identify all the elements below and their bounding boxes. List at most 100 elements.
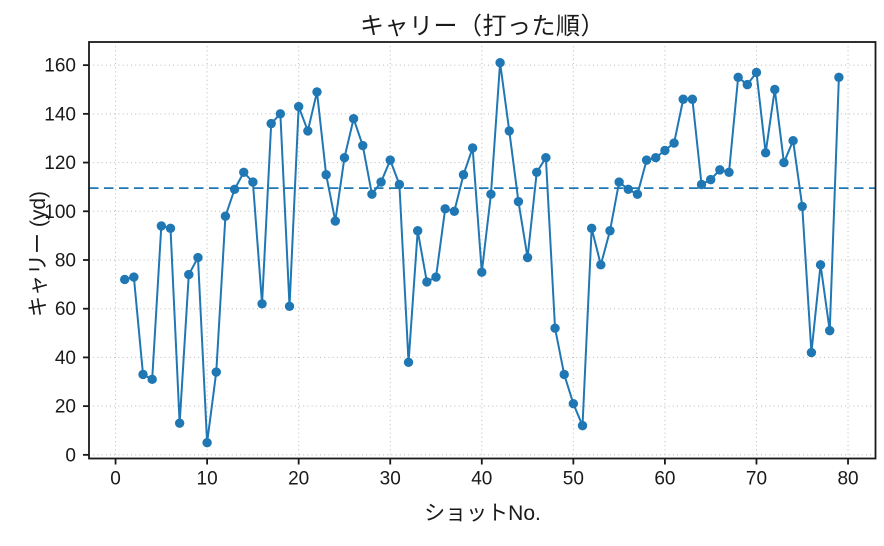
x-tick-label: 80: [837, 469, 858, 490]
data-point-marker: [275, 109, 286, 119]
data-point-marker: [605, 226, 615, 236]
data-point-marker: [394, 179, 405, 190]
data-point-marker: [669, 138, 679, 148]
data-point-marker: [458, 170, 469, 180]
data-point-marker: [751, 67, 762, 78]
y-tick-label: 100: [44, 202, 76, 223]
y-tick-label: 120: [44, 153, 76, 174]
data-point-marker: [513, 196, 524, 207]
x-tick-label: 20: [288, 469, 309, 490]
data-point-marker: [440, 204, 450, 214]
data-point-marker: [614, 177, 624, 187]
x-tick-label: 60: [654, 469, 675, 490]
data-point-marker: [367, 189, 377, 199]
x-tick-label: 0: [110, 469, 121, 490]
y-tick-label: 40: [55, 348, 76, 369]
data-point-marker: [239, 167, 249, 178]
data-point-marker: [467, 143, 478, 153]
y-tick-label: 0: [65, 445, 76, 466]
data-point-marker: [193, 252, 203, 263]
data-point-marker: [174, 418, 185, 428]
data-point-marker: [550, 323, 560, 333]
data-point-marker: [486, 189, 496, 199]
data-point-marker: [742, 79, 753, 90]
data-point-marker: [687, 94, 698, 104]
data-point-marker: [760, 148, 771, 158]
data-point-marker: [495, 58, 505, 68]
data-point-marker: [284, 301, 295, 311]
data-point-marker: [541, 152, 551, 163]
data-point-marker: [431, 272, 441, 282]
data-point-marker: [715, 165, 725, 175]
y-tick-label: 20: [55, 397, 76, 418]
y-axis-label: キャリー (yd): [27, 191, 50, 317]
data-point-marker: [293, 101, 304, 112]
data-point-marker: [330, 216, 340, 226]
data-point-marker: [385, 155, 395, 165]
data-point-marker: [568, 399, 579, 409]
data-point-marker: [825, 325, 835, 336]
data-point-marker: [834, 72, 844, 83]
data-point-marker: [449, 206, 460, 216]
y-tick-label: 160: [44, 56, 76, 77]
x-tick-label: 30: [380, 469, 401, 490]
x-tick-label: 40: [471, 469, 492, 490]
data-point-marker: [303, 126, 313, 136]
data-point-marker: [321, 170, 331, 180]
data-point-marker: [788, 135, 798, 146]
data-point-marker: [797, 201, 807, 212]
data-point-marker: [184, 269, 194, 280]
y-tick-label: 80: [55, 250, 76, 271]
data-point-marker: [312, 87, 322, 97]
axes-spines: [88, 41, 877, 460]
data-point-marker: [257, 299, 267, 309]
data-point-marker: [770, 84, 780, 95]
data-point-marker: [348, 114, 359, 124]
data-point-marker: [266, 118, 276, 129]
data-point-marker: [522, 252, 533, 263]
data-point-marker: [220, 211, 231, 221]
data-point-marker: [733, 72, 743, 83]
data-point-marker: [339, 152, 350, 163]
data-point-marker: [156, 221, 167, 231]
x-axis-label: ショットNo.: [424, 502, 541, 525]
data-point-marker: [815, 260, 826, 270]
data-point-marker: [229, 184, 240, 195]
data-point-marker: [129, 272, 139, 282]
data-point-marker: [358, 140, 368, 151]
x-tick-label: 50: [563, 469, 584, 490]
data-point-marker: [705, 174, 716, 185]
data-point-marker: [504, 126, 514, 136]
data-point-marker: [632, 189, 643, 199]
x-tick-label: 70: [746, 469, 767, 490]
data-point-marker: [532, 167, 542, 178]
data-point-marker: [641, 155, 652, 165]
data-point-marker: [138, 369, 148, 380]
data-point-marker: [660, 145, 670, 156]
data-point-marker: [651, 152, 661, 163]
data-point-marker: [559, 369, 569, 380]
data-point-marker: [678, 94, 688, 104]
data-point-marker: [586, 223, 597, 234]
data-point-marker: [165, 223, 176, 234]
data-point-marker: [403, 357, 414, 367]
data-point-marker: [623, 184, 633, 195]
data-point-marker: [248, 177, 258, 187]
data-point-marker: [211, 367, 221, 377]
chart-title: キャリー（打った順）: [360, 13, 605, 40]
y-tick-label: 140: [44, 104, 76, 125]
data-point-marker: [120, 274, 130, 285]
data-point-marker: [724, 167, 734, 178]
data-point-marker: [376, 177, 386, 187]
data-point-marker: [779, 157, 789, 168]
data-point-marker: [596, 260, 606, 270]
data-point-marker: [477, 267, 487, 277]
data-point-marker: [696, 179, 707, 190]
data-point-marker: [806, 347, 817, 358]
x-tick-label: 10: [197, 469, 218, 490]
data-point-marker: [147, 374, 157, 385]
data-point-marker: [577, 420, 588, 431]
y-tick-label: 60: [55, 299, 76, 320]
